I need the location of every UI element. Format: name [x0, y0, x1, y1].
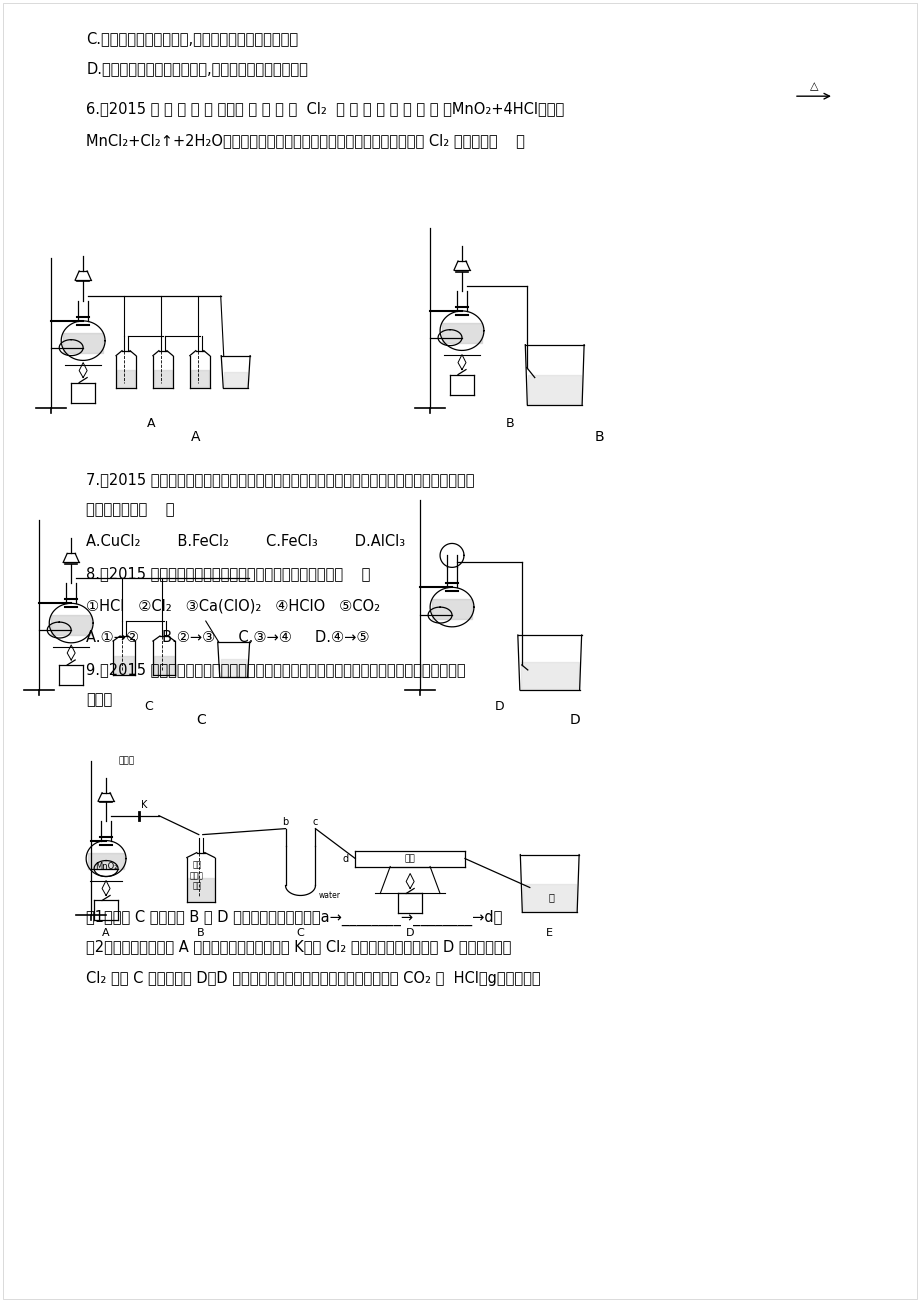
Text: C: C: [296, 928, 304, 939]
Text: B: B: [594, 431, 604, 444]
Text: Cl₂ 通过 C 装置后进入 D，D 装置内盛有炭粉，发生氧化还原反应，生成 CO₂ 和  HCl（g），发生反: Cl₂ 通过 C 装置后进入 D，D 装置内盛有炭粉，发生氧化还原反应，生成 C…: [86, 971, 540, 987]
Text: B: B: [197, 928, 204, 939]
Text: 炭粉: 炭粉: [404, 854, 415, 863]
Text: d: d: [342, 854, 348, 863]
Text: 装置。: 装置。: [86, 691, 112, 707]
Text: A: A: [102, 928, 109, 939]
Text: △: △: [809, 81, 817, 91]
Text: A: A: [146, 418, 155, 431]
Text: （1）要将 C 装置接入 B 和 D 之间，正确的接法是：a→________→________→d。: （1）要将 C 装置接入 B 和 D 之间，正确的接法是：a→________→…: [86, 910, 502, 926]
Text: ①HCl   ②Cl₂   ③Ca(ClO)₂   ④HClO   ⑤CO₂: ①HCl ②Cl₂ ③Ca(ClO)₂ ④HClO ⑤CO₂: [86, 598, 380, 613]
Text: D: D: [405, 928, 414, 939]
Text: B: B: [505, 418, 514, 431]
Text: 8.（2015 湖南邵阳模拟）下列变化过程不能直接实现的是（    ）: 8.（2015 湖南邵阳模拟）下列变化过程不能直接实现的是（ ）: [86, 566, 370, 581]
Text: 水: 水: [549, 892, 554, 902]
Text: 7.（2015 山东日照模拟）下列氯化物中，既能由金属和氯气直接反应制得，又能由金属和盐酸: 7.（2015 山东日照模拟）下列氯化物中，既能由金属和氯气直接反应制得，又能由…: [86, 473, 474, 487]
Text: D: D: [494, 700, 505, 713]
Text: 6.（2015 山 东 日 照 模 拟）实 验 室 制 备  Cl₂  通 常 采 用 下 列 反 应 ：MnO₂+4HCl（浓）: 6.（2015 山 东 日 照 模 拟）实 验 室 制 备 Cl₂ 通 常 采 …: [86, 102, 563, 116]
Text: K: K: [141, 799, 147, 810]
Text: C.随着氯元素化合价升高,氯的含氧酸的酸性逐渐增强: C.随着氯元素化合价升高,氯的含氧酸的酸性逐渐增强: [86, 31, 298, 47]
Text: water: water: [318, 891, 340, 900]
Text: （2）实验开始先点燃 A 处的酒精灯，打开止水夹 K，让 Cl₂ 充满整个装置，再点燃 D 处的酒精灯。: （2）实验开始先点燃 A 处的酒精灯，打开止水夹 K，让 Cl₂ 充满整个装置，…: [86, 939, 511, 954]
Text: A.CuCl₂        B.FeCl₂        C.FeCl₃        D.AlCl₃: A.CuCl₂ B.FeCl₂ C.FeCl₃ D.AlCl₃: [86, 534, 404, 549]
FancyBboxPatch shape: [27, 154, 365, 422]
Text: MnCl₂+Cl₂↑+2H₂O。据此从如图所示装置中选择制备并收集干燥、纯净 Cl₂ 的装置是（    ）: MnCl₂+Cl₂↑+2H₂O。据此从如图所示装置中选择制备并收集干燥、纯净 C…: [86, 133, 525, 148]
Text: A.①→②     B.②→③     C.③→④     D.④→⑤: A.①→② B.②→③ C.③→④ D.④→⑤: [86, 630, 369, 644]
Text: c: c: [312, 816, 318, 827]
FancyBboxPatch shape: [66, 708, 823, 926]
Text: MnO₂: MnO₂: [95, 862, 118, 871]
Text: E: E: [546, 928, 552, 939]
FancyBboxPatch shape: [400, 154, 798, 422]
Text: D: D: [569, 713, 579, 727]
Text: 盐盐酸: 盐盐酸: [118, 756, 134, 766]
Text: 反应制得的是（    ）: 反应制得的是（ ）: [86, 503, 175, 517]
Text: A: A: [191, 431, 200, 444]
Text: b: b: [282, 816, 289, 827]
Text: D.氯气可用作消毒剂和漂白剂,是因为氯气具有强氧化性: D.氯气可用作消毒剂和漂白剂,是因为氯气具有强氧化性: [86, 61, 308, 77]
Text: C: C: [196, 713, 206, 727]
Text: 9.（2015 豫北模拟）下图是某研究性学习小组设计制取氯气并以氯气为原料进行特定反应的: 9.（2015 豫北模拟）下图是某研究性学习小组设计制取氯气并以氯气为原料进行特…: [86, 661, 465, 677]
Text: C: C: [144, 700, 153, 713]
FancyBboxPatch shape: [400, 440, 748, 704]
FancyBboxPatch shape: [27, 440, 375, 704]
Text: 饱和
氯化钠
溶液: 饱和 氯化钠 溶液: [189, 861, 203, 891]
